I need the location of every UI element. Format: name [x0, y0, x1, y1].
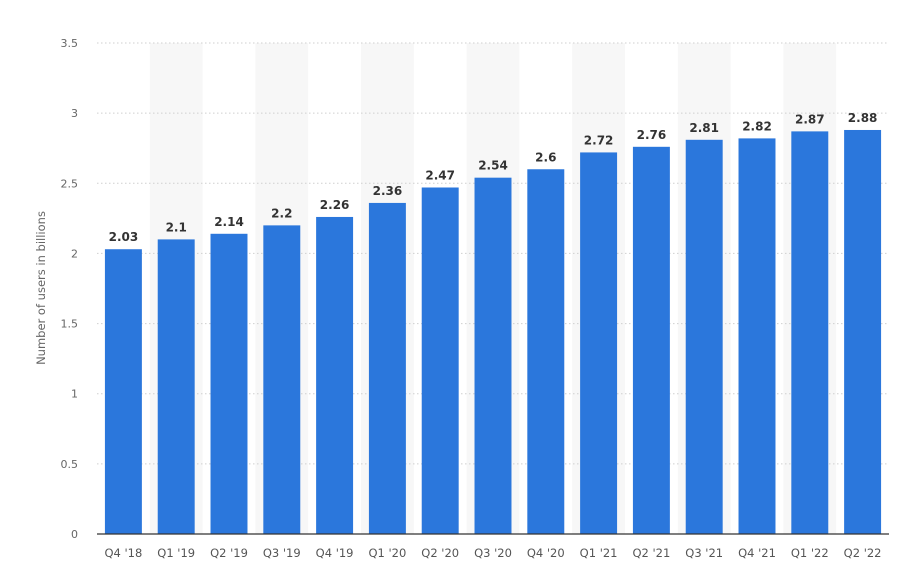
bar: [632, 146, 670, 534]
x-tick-label: Q1 '21: [580, 546, 618, 560]
x-tick-label: Q4 '19: [316, 546, 354, 560]
x-tick-label: Q4 '21: [738, 546, 776, 560]
data-label: 2.81: [689, 121, 719, 135]
value-labels: 2.03 2.1 2.14 2.2 2.26 2.36 2.47 2.54 2.6 2.72 2.7…: [109, 111, 878, 244]
x-tick-label: Q3 '20: [474, 546, 512, 560]
bar: [474, 177, 512, 534]
data-label: 2.1: [166, 220, 187, 234]
bar: [844, 129, 882, 534]
bar: [738, 138, 776, 534]
bar: [210, 233, 248, 534]
y-axis-ticks: 0 0.5 1 1.5 2 2.5 3 3.5: [61, 37, 79, 541]
data-label: 2.82: [742, 119, 772, 133]
y-tick-label: 3: [71, 107, 78, 120]
data-label: 2.88: [848, 111, 878, 125]
bar: [316, 216, 354, 534]
data-label: 2.76: [637, 128, 667, 142]
data-label: 2.36: [373, 184, 403, 198]
y-tick-label: 2: [71, 247, 78, 260]
bar: [791, 131, 829, 534]
x-tick-label: Q2 '19: [210, 546, 248, 560]
x-tick-label: Q1 '19: [157, 546, 195, 560]
data-label: 2.03: [109, 230, 139, 244]
bar: [527, 169, 565, 534]
data-label: 2.2: [271, 206, 292, 220]
x-axis-ticks: Q4 '18 Q1 '19 Q2 '19 Q3 '19 Q4 '19 Q1 '20 Q2 '…: [104, 546, 881, 560]
x-tick-label: Q4 '18: [104, 546, 142, 560]
bar: [368, 202, 406, 534]
x-tick-label: Q2 '21: [632, 546, 670, 560]
x-tick-label: Q1 '22: [791, 546, 829, 560]
bar: [685, 139, 723, 534]
x-tick-label: Q1 '20: [368, 546, 406, 560]
data-label: 2.6: [535, 150, 556, 164]
bar: [157, 239, 195, 534]
x-tick-label: Q4 '20: [527, 546, 565, 560]
x-tick-label: Q2 '20: [421, 546, 459, 560]
bar: [104, 249, 142, 534]
data-label: 2.72: [584, 133, 614, 147]
y-tick-label: 0: [71, 528, 78, 541]
bar: [421, 187, 459, 534]
y-tick-label: 0.5: [61, 458, 79, 471]
data-label: 2.26: [320, 198, 350, 212]
y-tick-label: 1: [71, 388, 78, 401]
bar: [580, 152, 618, 534]
y-tick-label: 3.5: [61, 37, 79, 50]
data-label: 2.47: [425, 168, 455, 182]
x-tick-label: Q3 '19: [263, 546, 301, 560]
bars: [104, 129, 882, 534]
bar: [263, 225, 301, 534]
y-axis-title: Number of users in billions: [34, 211, 48, 365]
data-label: 2.14: [214, 215, 244, 229]
y-tick-label: 1.5: [61, 318, 79, 331]
x-tick-label: Q2 '22: [844, 546, 882, 560]
data-label: 2.87: [795, 112, 825, 126]
y-tick-label: 2.5: [61, 177, 79, 190]
data-label: 2.54: [478, 159, 508, 173]
x-tick-label: Q3 '21: [685, 546, 723, 560]
